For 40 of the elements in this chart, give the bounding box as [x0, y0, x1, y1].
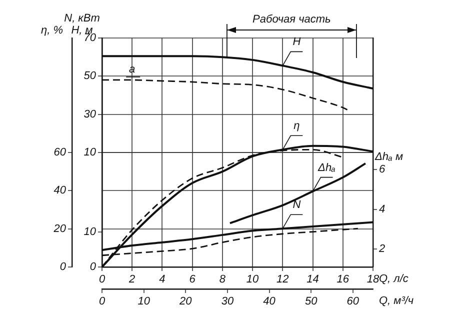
x-tick-label: 12 [276, 274, 289, 286]
x2-tick-label: 40 [263, 296, 276, 308]
y2-tick-label: 60 [54, 146, 67, 159]
y-tick-label: 30 [84, 108, 97, 120]
series-label: Δhₐ [317, 162, 336, 174]
x-tick-label: 10 [246, 274, 260, 286]
series-label: η [294, 120, 300, 132]
x-tick-label: 18 [366, 274, 380, 286]
y2-tick-label: 6 [379, 163, 386, 176]
x-tick-label: 8 [219, 274, 226, 286]
y-tick-label: 50 [84, 70, 97, 82]
series-label: N [292, 199, 301, 212]
x2-tick-label: 20 [178, 296, 193, 308]
x-tick-label: 6 [189, 274, 196, 286]
x2-tick-label: 50 [304, 296, 318, 308]
y-tick-label: 10 [84, 226, 97, 238]
y2-tick-label: 2 [378, 243, 386, 256]
x-tick-label: 4 [159, 274, 166, 286]
text: Рабочая часть [252, 14, 332, 26]
x-tick-label: 16 [336, 274, 350, 286]
y2-tick-label: 40 [54, 184, 67, 197]
y-axis-title: N, кВт [64, 12, 100, 25]
x2-tick-label: 10 [138, 296, 151, 308]
series-label: H [292, 36, 301, 48]
y2-tick-label: 0 [60, 261, 67, 274]
x-tick-label: 14 [306, 274, 319, 286]
x-tick-label: 0 [98, 274, 106, 286]
x2-tick-label: 60 [346, 296, 360, 308]
x2-axis-title: Q, м³/ч [379, 295, 414, 308]
y-tick-label: 10 [84, 146, 97, 159]
y-tick-label: 0 [90, 261, 97, 274]
y2-axis-title: Δhₐ м [374, 150, 404, 163]
y2-tick-label: 20 [52, 222, 67, 235]
x2-tick-label: 30 [221, 296, 234, 308]
x-tick-label: 2 [128, 274, 136, 286]
x-axis-title: Q, л/с [379, 273, 409, 286]
x2-tick-label: 0 [98, 296, 106, 308]
y2-axis-title: η, % [41, 24, 64, 37]
y2-tick-label: 4 [379, 203, 386, 216]
line-series [228, 162, 366, 224]
